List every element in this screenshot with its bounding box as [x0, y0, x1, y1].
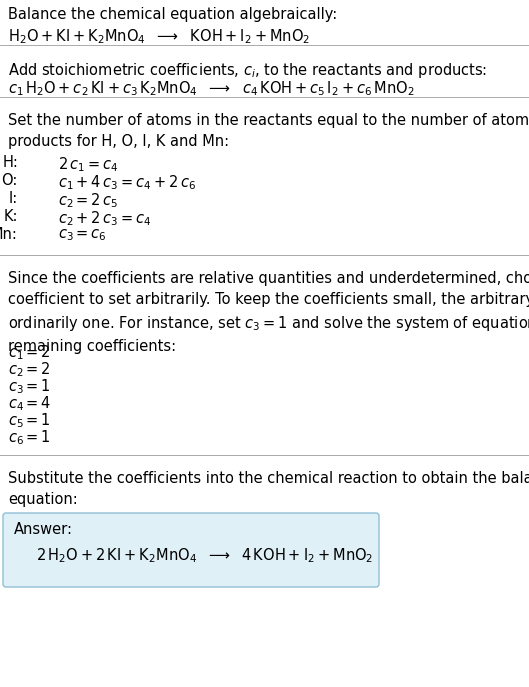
Text: $2\,c_1 = c_4$: $2\,c_1 = c_4$: [58, 155, 118, 174]
Text: $c_1 + 4\,c_3 = c_4 + 2\,c_6$: $c_1 + 4\,c_3 = c_4 + 2\,c_6$: [58, 173, 196, 192]
Text: Balance the chemical equation algebraically:: Balance the chemical equation algebraica…: [8, 7, 338, 22]
Text: Answer:: Answer:: [14, 522, 73, 537]
Text: $2\,\mathregular{H_2O} + 2\,\mathregular{KI} + \mathregular{K_2MnO_4}$  $\longri: $2\,\mathregular{H_2O} + 2\,\mathregular…: [36, 546, 373, 565]
Text: $c_5 = 1$: $c_5 = 1$: [8, 411, 51, 429]
Text: K:: K:: [4, 209, 18, 224]
Text: $c_6 = 1$: $c_6 = 1$: [8, 428, 51, 447]
Text: $c_3 = c_6$: $c_3 = c_6$: [58, 227, 107, 243]
Text: $c_2 = 2$: $c_2 = 2$: [8, 360, 51, 379]
FancyBboxPatch shape: [3, 513, 379, 587]
Text: $c_2 = 2\,c_5$: $c_2 = 2\,c_5$: [58, 191, 118, 210]
Text: $\mathregular{H_2O + KI + K_2MnO_4}$  $\longrightarrow$  $\mathregular{KOH + I_2: $\mathregular{H_2O + KI + K_2MnO_4}$ $\l…: [8, 27, 311, 46]
Text: $c_1 = 2$: $c_1 = 2$: [8, 343, 51, 361]
Text: Since the coefficients are relative quantities and underdetermined, choose a
coe: Since the coefficients are relative quan…: [8, 271, 529, 354]
Text: Mn:: Mn:: [0, 227, 18, 242]
Text: O:: O:: [2, 173, 18, 188]
Text: $c_1\,\mathregular{H_2O} + c_2\,\mathregular{KI} + c_3\,\mathregular{K_2MnO_4}$ : $c_1\,\mathregular{H_2O} + c_2\,\mathreg…: [8, 79, 415, 98]
Text: Set the number of atoms in the reactants equal to the number of atoms in the
pro: Set the number of atoms in the reactants…: [8, 113, 529, 149]
Text: I:: I:: [9, 191, 18, 206]
Text: Add stoichiometric coefficients, $c_i$, to the reactants and products:: Add stoichiometric coefficients, $c_i$, …: [8, 61, 487, 80]
Text: $c_3 = 1$: $c_3 = 1$: [8, 377, 51, 396]
Text: H:: H:: [2, 155, 18, 170]
Text: $c_2 + 2\,c_3 = c_4$: $c_2 + 2\,c_3 = c_4$: [58, 209, 151, 227]
Text: $c_4 = 4$: $c_4 = 4$: [8, 394, 51, 413]
Text: Substitute the coefficients into the chemical reaction to obtain the balanced
eq: Substitute the coefficients into the che…: [8, 471, 529, 507]
